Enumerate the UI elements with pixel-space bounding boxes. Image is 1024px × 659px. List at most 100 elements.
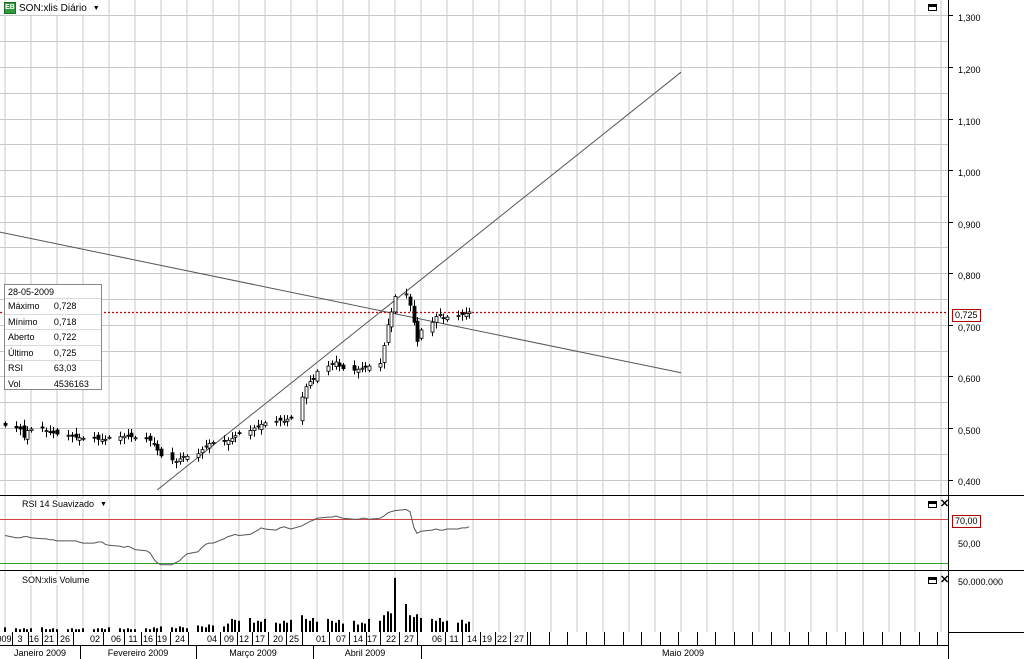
date-tick-label: 16 [29,634,39,644]
volume-bar [130,629,132,632]
volume-bar [227,623,229,632]
volume-bar [30,628,32,632]
candle-body [44,430,49,432]
candle-body [196,453,201,458]
trendline [0,231,682,374]
volume-bar [75,629,77,632]
rsi-title-label[interactable]: RSI 14 Suavizado [22,499,95,509]
info-label: Mínimo [5,314,51,330]
date-tick-label: 17 [367,634,377,644]
candle-body [233,435,238,438]
candle-body [100,439,105,442]
chevron-down-icon[interactable]: ▼ [100,500,107,508]
candle-body [460,312,465,315]
candle-body [81,437,86,440]
candle-body [282,420,287,423]
volume-bar [257,620,259,632]
candle-body [382,345,387,363]
info-value: 0,722 [50,329,101,346]
volume-bar [71,628,73,632]
close-icon[interactable]: ✕ [940,574,950,586]
volume-bar [171,627,173,632]
price-tick: 1,300 [958,13,981,23]
candle-body [40,426,45,429]
volume-bar [149,629,151,632]
candle-body [107,436,112,439]
date-tick-label: 25 [289,634,299,644]
candle-body [51,430,56,434]
candle-body [304,386,309,399]
info-date: 28-05-2009 [5,285,101,299]
candle-body [230,437,235,442]
maximize-icon[interactable] [928,577,937,584]
candle-body [408,296,413,306]
candle-body [96,434,101,440]
candle-body [226,439,231,445]
candle-body [393,296,398,313]
date-tick-label: 11 [449,634,458,644]
date-tick-label: 16 [143,634,153,644]
candle-body [419,329,424,339]
volume-bar [108,627,110,632]
date-tick-label: 19 [157,634,167,644]
volume-bar [353,620,355,632]
candle-body [360,367,365,370]
candle-body [274,420,279,423]
volume-bar [231,618,233,632]
volume-bar [208,624,210,632]
info-label: Vol [8,378,21,389]
symbol-title-bar[interactable]: EB SON:xlis Diário ▼ [4,1,102,15]
volume-bar [309,620,311,632]
volume-bar [390,613,392,632]
candle-body [367,365,372,371]
volume-bar [327,618,329,632]
volume-bar [182,627,184,632]
date-tick-label: 19 [482,634,492,644]
candle-body [55,429,60,435]
volume-panel-title[interactable]: SON:xlis Volume [20,575,92,585]
candle-body [378,363,383,368]
maximize-icon[interactable] [928,4,937,11]
volume-bar [145,628,147,632]
candle-body [181,455,186,458]
candle-body [148,435,153,441]
rsi-tick: 50,00 [958,539,981,549]
candle-body [337,362,342,367]
volume-bar [301,615,303,632]
candle-body [174,461,179,463]
volume-bar [201,626,203,632]
volume-bar [212,625,214,632]
maximize-icon[interactable] [928,501,937,508]
candle-body [185,455,190,460]
candle-body [48,431,53,433]
date-tick-label: 27 [514,634,524,644]
volume-bar [260,621,262,632]
candle-body [326,365,331,372]
date-tick-label: 24 [175,634,185,644]
chevron-down-icon[interactable]: ▼ [92,4,100,12]
date-tick-label: 01 [316,634,326,644]
candle-body [386,324,391,343]
candle-body [467,311,472,314]
volume-bar [275,622,277,632]
date-tick-label: 14 [467,634,477,644]
candle-body [259,423,264,430]
volume-title-label[interactable]: SON:xlis Volume [22,575,90,585]
app-logo-icon: EB [4,2,16,14]
candle-body [70,434,75,437]
candle-body [341,364,346,370]
symbol-label[interactable]: SON:xlis Diário [19,2,87,14]
candle-body [18,426,23,430]
candle-body [118,436,123,441]
rsi-line [4,508,470,566]
rsi-panel-title[interactable]: RSI 14 Suavizado ▼ [20,499,109,509]
candle-body [159,448,164,457]
candle-body [256,425,261,428]
volume-bar [305,618,307,632]
close-icon[interactable]: ✕ [940,498,950,510]
candle-body [3,422,8,426]
date-tick-label: 06 [432,634,442,644]
volume-bar [97,628,99,632]
candle-body [92,436,97,439]
